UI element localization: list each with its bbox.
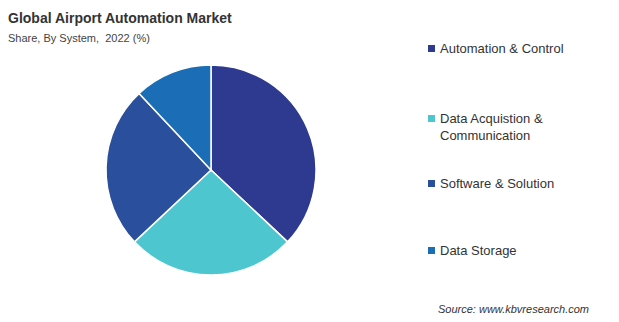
legend-item: Data Acquistion & Communication [428, 110, 578, 144]
legend-swatch [428, 115, 435, 122]
legend-swatch [428, 45, 435, 52]
legend-item: Data Storage [428, 242, 578, 259]
source-note: Source: www.kbvresearch.com [438, 303, 589, 315]
pie-slice [139, 65, 211, 170]
legend-label: Data Storage [440, 242, 578, 259]
legend-item: Software & Solution [428, 175, 578, 192]
chart-title: Global Airport Automation Market [8, 10, 232, 26]
chart-subtitle: Share, By System, 2022 (%) [8, 32, 150, 44]
legend-label: Software & Solution [440, 175, 578, 192]
legend-label: Data Acquistion & Communication [440, 110, 578, 144]
legend-item: Automation & Control [428, 40, 578, 57]
legend-swatch [428, 247, 435, 254]
legend-swatch [428, 180, 435, 187]
chart-root: Global Airport Automation Market Share, B… [0, 0, 619, 322]
legend-label: Automation & Control [440, 40, 578, 57]
